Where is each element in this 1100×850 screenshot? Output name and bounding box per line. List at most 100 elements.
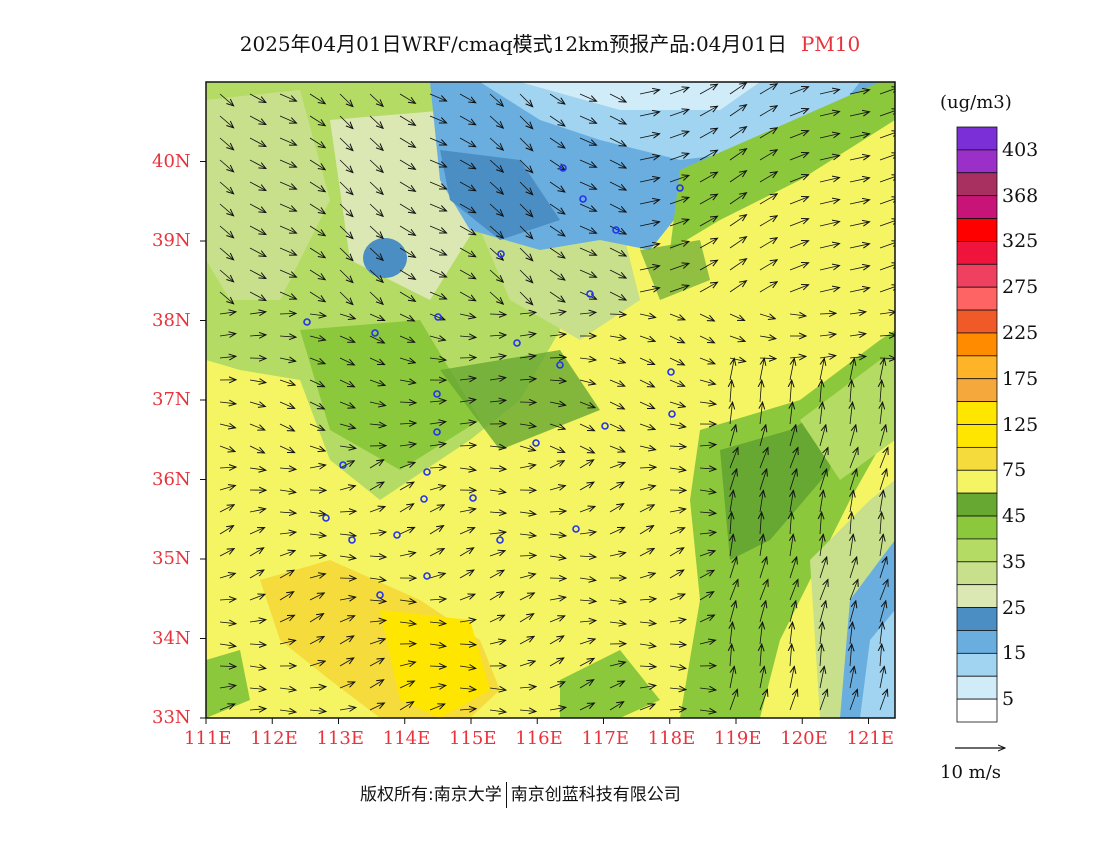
wind-arrow <box>429 181 447 189</box>
wind-arrow <box>549 159 565 170</box>
wind-arrow <box>549 682 565 689</box>
wind-arrow <box>669 241 689 249</box>
wind-arrow <box>219 203 234 216</box>
wind-arrow <box>519 291 533 305</box>
wind-arrow <box>609 269 626 278</box>
colorbar-label: 225 <box>1002 321 1039 344</box>
wind-arrow <box>459 291 476 301</box>
wind-arrow <box>399 482 414 491</box>
wind-arrow <box>549 423 565 429</box>
wind-arrow <box>609 463 625 469</box>
wind-arrow <box>639 549 654 557</box>
wind-arrow <box>639 90 660 94</box>
wind-arrow <box>609 553 626 556</box>
wind-arrow <box>759 172 777 183</box>
wind-arrow <box>669 357 684 365</box>
wind-arrow <box>850 666 854 689</box>
wind-arrow <box>669 548 684 557</box>
colorbar-segment <box>956 584 998 608</box>
wind-arrow <box>730 512 732 535</box>
wind-arrow <box>369 93 383 106</box>
wind-arrow <box>309 710 326 712</box>
wind-arrow <box>429 247 447 255</box>
wind-arrow <box>730 380 732 403</box>
wind-arrow <box>249 666 266 668</box>
wind-arrow <box>369 313 385 321</box>
wind-arrow <box>669 509 686 512</box>
wind-arrow <box>279 137 297 145</box>
wind-arrow <box>369 507 385 513</box>
wind-arrow <box>249 548 264 557</box>
wind-arrow <box>879 689 887 711</box>
wind-arrow <box>639 666 656 667</box>
wind-arrow <box>729 83 747 95</box>
wind-arrow <box>819 178 840 183</box>
wind-arrow <box>849 448 858 469</box>
wind-arrow <box>399 423 416 424</box>
wind-arrow <box>699 445 716 446</box>
colorbar-label: 45 <box>1002 505 1027 528</box>
wind-arrow <box>549 93 565 104</box>
wind-arrow <box>609 314 626 315</box>
wind-arrow <box>819 448 828 469</box>
wind-arrow <box>819 244 840 249</box>
wind-arrow <box>249 468 266 470</box>
wind-arrow <box>609 681 625 689</box>
wind-arrow <box>880 534 883 557</box>
wind-arrow <box>309 159 325 170</box>
wind-arrow <box>279 225 297 233</box>
wind-arrow <box>759 557 767 579</box>
wind-arrow <box>309 661 325 666</box>
city-marker <box>572 525 580 533</box>
wind-arrow <box>429 159 447 167</box>
wind-arrow <box>639 401 655 409</box>
wind-arrow <box>519 661 535 666</box>
wind-arrow <box>820 490 823 513</box>
wind-arrow <box>309 637 324 645</box>
wind-arrow <box>249 312 266 314</box>
wind-arrow <box>339 511 356 512</box>
wind-arrow <box>669 175 689 183</box>
wind-arrow <box>849 580 858 601</box>
wind-arrow <box>819 134 840 139</box>
wind-arrow <box>429 573 445 578</box>
wind-arrow <box>429 115 447 123</box>
wind-arrow <box>609 445 625 452</box>
wind-arrow <box>219 644 236 646</box>
wind-arrow <box>249 115 266 125</box>
wind-arrow <box>549 511 566 512</box>
wind-arrow <box>279 551 295 557</box>
wind-arrow <box>819 288 840 293</box>
wind-arrow <box>429 93 447 101</box>
wind-arrow <box>489 181 503 194</box>
colorbar-segment <box>956 607 998 631</box>
lon-label: 112E <box>250 728 298 749</box>
wind-arrow <box>699 592 714 601</box>
wind-vector-field <box>219 83 895 712</box>
wind-arrow <box>249 203 266 213</box>
wind-arrow <box>459 247 476 257</box>
wind-arrow <box>669 285 689 293</box>
wind-arrow <box>489 446 506 448</box>
wind-arrow <box>699 216 718 227</box>
wind-arrow <box>519 512 536 514</box>
wind-arrow <box>729 425 736 447</box>
city-marker <box>668 410 676 418</box>
wind-arrow <box>249 688 266 690</box>
wind-arrow <box>759 282 777 293</box>
wind-arrow <box>219 573 235 578</box>
wind-arrow <box>609 115 626 124</box>
wind-arrow <box>759 689 767 711</box>
wind-arrow <box>249 247 266 257</box>
colorbar-label: 368 <box>1002 184 1039 207</box>
wind-arrow <box>519 446 535 451</box>
wind-arrow <box>279 313 296 314</box>
wind-arrow <box>399 225 415 235</box>
wind-arrow <box>339 203 353 217</box>
wind-arrow <box>309 203 325 214</box>
wind-arrow <box>399 402 416 403</box>
wind-arrow <box>399 159 415 169</box>
wind-arrow <box>459 358 476 359</box>
wind-arrow <box>429 269 447 277</box>
